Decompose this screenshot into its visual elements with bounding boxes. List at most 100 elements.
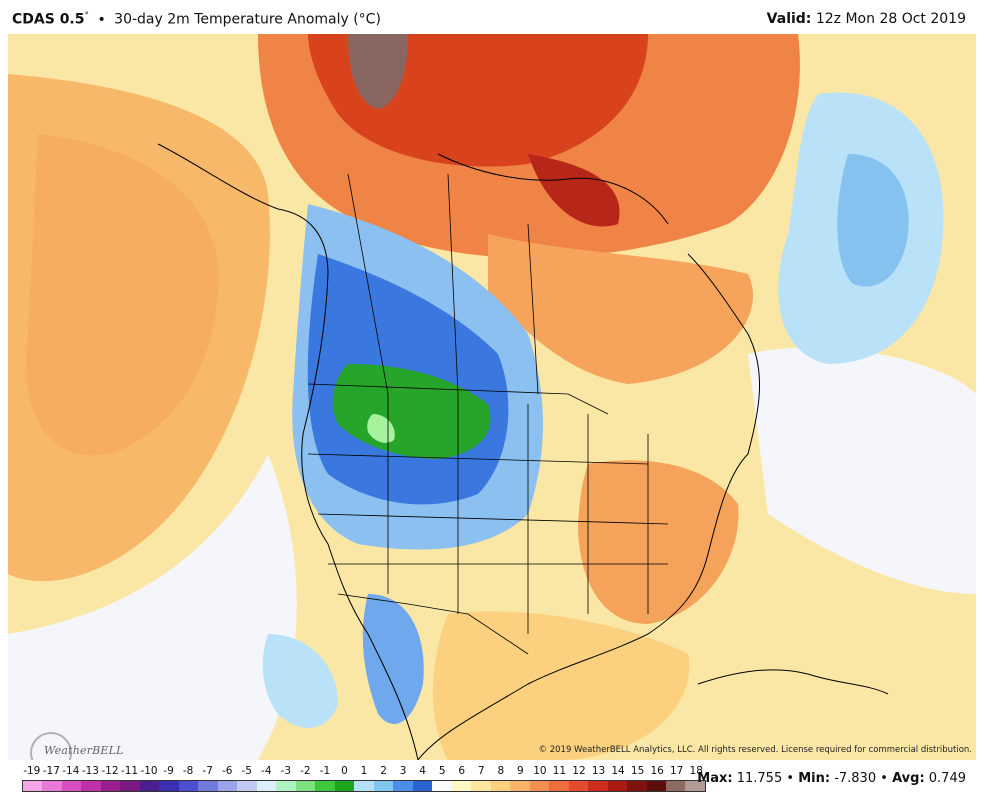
political-boundaries [307,173,669,655]
stats-bullet: • [880,771,888,786]
state-boundaries-vertical [387,394,649,634]
atlantic-gulf-coastline [417,253,761,760]
colorbar-label: -4 [261,765,272,777]
colorbar-label: -12 [101,765,119,777]
colorbar-label: 0 [341,765,348,777]
stats-bullet: • [786,771,795,786]
colorbar: -19 -17 -14 -13 -12 -11 -10 -9 -8 -7 -6 -5 -4 -3 -2 -1 0… [22,765,706,792]
product-name: CDAS 0.5 [12,11,85,28]
colorbar-label: -9 [163,765,174,777]
colorbar-label: 6 [458,765,466,777]
state-boundaries-horizontal [307,453,669,565]
colorbar-swatch [237,781,257,791]
colorbar-label: 12 [572,765,586,777]
colorbar-label: 14 [611,765,625,777]
colorbar-swatch [568,781,589,791]
colorbar-swatch [685,781,705,791]
colorbar-label: -14 [62,765,80,777]
colorbar-label: -7 [202,765,213,777]
max-label: Max: [697,771,733,786]
colorbar-label: 1 [360,765,368,777]
colorbar-label: -2 [300,765,311,777]
colorbar-label: 4 [419,765,426,777]
colorbar-swatch [159,781,179,791]
min-label: Min: [798,771,831,786]
colorbar-label: 5 [438,765,446,777]
anomaly-map[interactable]: WeatherBELL [8,34,976,760]
colorbar-label: -17 [42,765,60,777]
colorbar-label: -6 [221,765,233,777]
baffin-hot-spot [528,154,620,227]
colorbar-swatch [588,781,608,791]
colorbar-swatch [451,781,472,791]
colorbar-swatch [315,781,335,791]
field-stats: Max: 11.755 • Min: -7.830 • Avg: 0.749 [697,771,966,786]
colorbar-swatch [100,781,121,791]
variable-title: 30-day 2m Temperature Anomaly (°C) [114,11,381,28]
pacific-cool-patch [262,634,338,728]
colorbar-swatch [490,781,511,791]
colorbar-label: 8 [497,765,505,777]
colorbar-swatch [198,781,218,791]
logo-swirl-icon [30,732,72,760]
colorbar-label: 13 [591,765,606,777]
colorbar-swatch [217,781,238,791]
colorbar-label: -11 [120,765,139,777]
colorbar-swatch [334,781,355,791]
colorbar-swatch [646,781,666,791]
colorbar-swatch [139,781,160,791]
colorbar-label: 3 [399,765,407,777]
colorbar-swatch [81,781,101,791]
neutral-region-atlantic [748,347,976,594]
colorbar-swatches [22,780,706,792]
coastlines [157,143,889,760]
colorbar-swatch [295,781,316,791]
copyright-notice: © 2019 WeatherBELL Analytics, LLC. All r… [538,745,972,755]
colorbar-label: -13 [81,765,99,777]
eastern-canada-warm [488,234,753,384]
max-value: 11.755 [736,771,783,786]
colorbar-swatch [471,781,491,791]
gulf-warm-region [433,611,690,760]
colorbar-label: -10 [140,765,158,777]
degree-mark: ° [84,11,90,21]
colorbar-label: 9 [516,765,524,777]
colorbar-swatch [276,781,296,791]
colorbar-label: -1 [319,765,331,777]
colorbar-swatch [373,781,394,791]
avg-label: Avg: [892,771,925,786]
colorbar-swatch [256,781,277,791]
colorbar-label: 7 [477,765,485,777]
colorbar-label: 15 [630,765,645,777]
title-separator: • [97,11,106,28]
colorbar-swatch [23,781,43,791]
colorbar-swatch [354,781,374,791]
colorbar-swatch [412,781,433,791]
arctic-extreme-core [348,34,408,109]
colorbar-label: -5 [241,765,252,777]
colorbar-swatch [120,781,140,791]
colorbar-swatch [549,781,569,791]
map-canvas [8,34,976,760]
neutral-region-west [8,454,297,760]
hudson-bay-coastline [437,153,669,225]
colorbar-label: -19 [23,765,41,777]
colorbar-labels: -19 -17 -14 -13 -12 -11 -10 -9 -8 -7 -6 -5 -4 -3 -2 -1 0… [22,765,706,779]
weatherbell-logo: WeatherBELL [28,732,123,760]
colorbar-swatch [627,781,647,791]
map-title: CDAS 0.5° • 30-day 2m Temperature Anomal… [12,11,381,28]
colorbar-swatch [529,781,550,791]
caribbean-islands [697,669,889,695]
southeast-warm-region [578,460,739,624]
mexico-cool-region [362,594,424,724]
us-mexico-border [337,593,529,655]
province-boundaries [347,173,539,395]
colorbar-swatch [393,781,413,791]
pacific-warm-core [26,134,219,456]
header: CDAS 0.5° • 30-day 2m Temperature Anomal… [0,0,984,36]
logo-text: WeatherBELL [44,744,124,757]
colorbar-swatch [510,781,530,791]
colorbar-swatch [607,781,628,791]
avg-value: 0.749 [928,771,966,786]
colorbar-swatch [61,781,82,791]
